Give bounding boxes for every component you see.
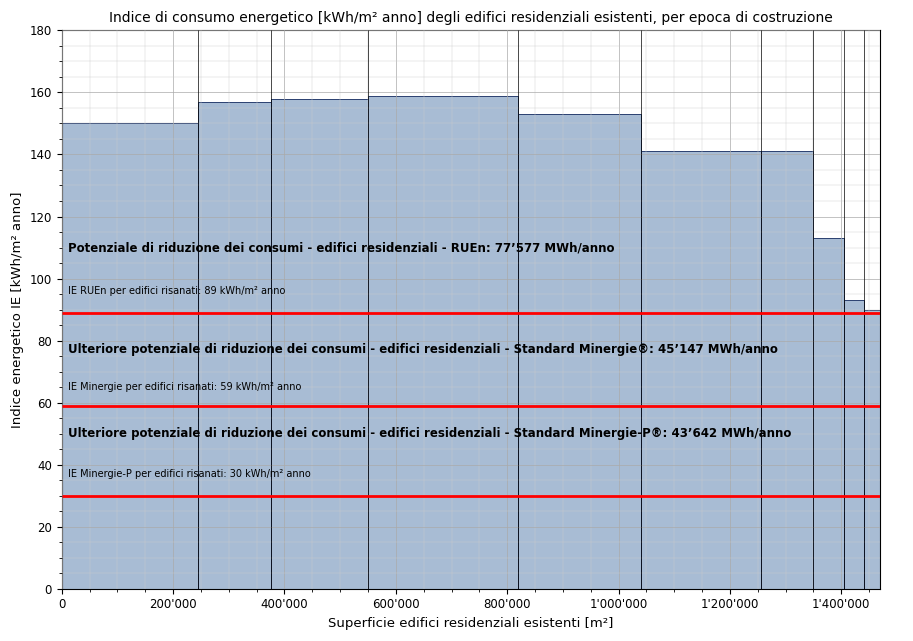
Bar: [813, 238, 845, 588]
Bar: [62, 124, 198, 588]
Bar: [368, 96, 519, 588]
Bar: [198, 102, 270, 588]
Title: Indice di consumo energetico [kWh/m² anno] degli edifici residenziali esistenti,: Indice di consumo energetico [kWh/m² ann…: [110, 11, 833, 25]
Text: IE Minergie per edifici risanati: 59 kWh/m² anno: IE Minergie per edifici risanati: 59 kWh…: [68, 382, 302, 392]
X-axis label: Superficie edifici residenziali esistenti [m²]: Superficie edifici residenziali esistent…: [329, 617, 614, 630]
Bar: [270, 99, 368, 588]
Bar: [761, 151, 813, 588]
Bar: [845, 300, 864, 588]
Text: Potenziale di riduzione dei consumi - edifici residenziali - RUEn: 77’577 MWh/an: Potenziale di riduzione dei consumi - ed…: [68, 241, 615, 254]
Text: IE Minergie-P per edifici risanati: 30 kWh/m² anno: IE Minergie-P per edifici risanati: 30 k…: [68, 469, 311, 479]
Bar: [641, 151, 761, 588]
Y-axis label: Indice energetico IE [kWh/m² anno]: Indice energetico IE [kWh/m² anno]: [11, 191, 24, 428]
Bar: [519, 114, 641, 588]
Text: Ulteriore potenziale di riduzione dei consumi - edifici residenziali - Standard : Ulteriore potenziale di riduzione dei co…: [68, 344, 778, 356]
Text: Ulteriore potenziale di riduzione dei consumi - edifici residenziali - Standard : Ulteriore potenziale di riduzione dei co…: [68, 427, 792, 440]
Text: IE RUEn per edifici risanati: 89 kWh/m² anno: IE RUEn per edifici risanati: 89 kWh/m² …: [68, 286, 286, 296]
Bar: [864, 310, 880, 588]
